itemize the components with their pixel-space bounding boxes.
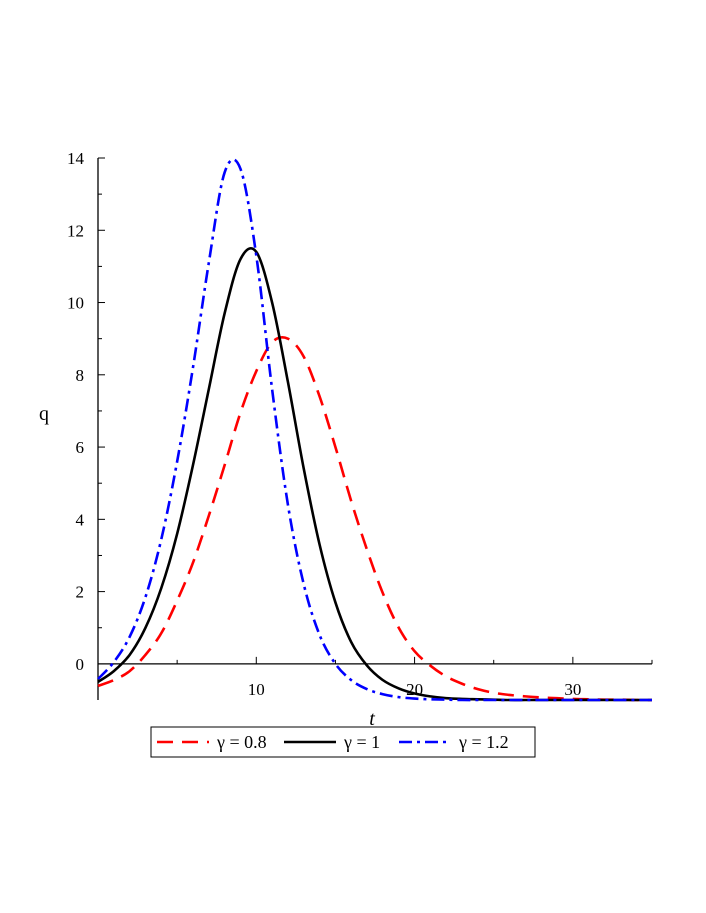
legend-box xyxy=(150,726,536,758)
y-ticks: 0 2 4 6 8 10 12 14 xyxy=(67,149,105,674)
axes: 10 20 30 0 2 4 6 8 10 12 14 xyxy=(67,149,653,700)
x-tick-label: 30 xyxy=(564,680,581,699)
y-tick-label: 14 xyxy=(67,149,85,168)
series-line xyxy=(97,336,653,702)
series-line xyxy=(97,158,652,702)
legend-label: γ = 1 xyxy=(343,732,380,752)
x-ticks: 10 20 30 xyxy=(176,656,653,699)
series-layer xyxy=(97,158,653,702)
y-tick-label: 2 xyxy=(76,583,85,602)
y-tick-label: 4 xyxy=(76,510,85,529)
x-tick-label: 20 xyxy=(406,680,423,699)
legend-label: γ = 0.8 xyxy=(216,732,267,752)
y-tick-label: 6 xyxy=(76,438,85,457)
series-line xyxy=(97,247,652,702)
y-axis-title: q xyxy=(39,403,49,425)
legend-label: γ = 1.2 xyxy=(458,732,509,752)
y-tick-label: 0 xyxy=(76,655,85,674)
y-tick-label: 12 xyxy=(67,221,84,240)
x-tick-label: 10 xyxy=(248,680,265,699)
y-tick-label: 8 xyxy=(76,366,85,385)
x-axis-title: t xyxy=(369,708,375,730)
y-tick-label: 10 xyxy=(67,294,84,313)
legend: γ = 0.8 γ = 1 γ = 1.2 xyxy=(150,726,536,758)
